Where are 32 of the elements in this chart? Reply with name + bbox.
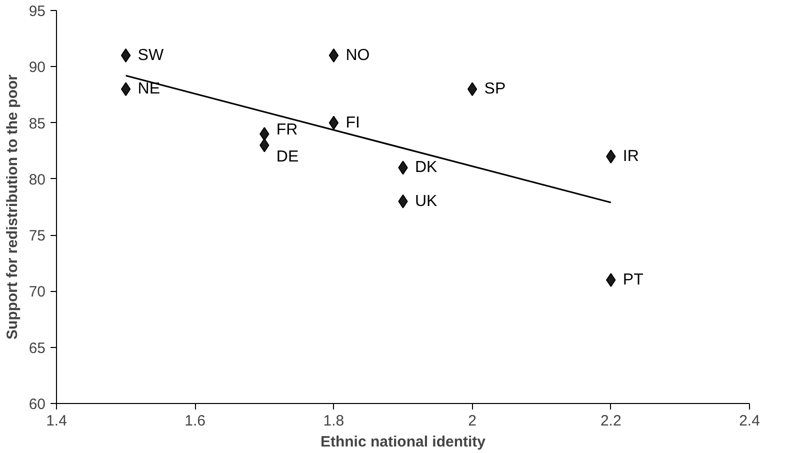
- point: [120, 82, 131, 96]
- annotation: NE: [138, 80, 160, 98]
- annotation: FI: [346, 114, 360, 132]
- annotation: NO: [346, 46, 370, 64]
- x-tick-label: 2.4: [739, 412, 760, 430]
- y-tick-label: 85: [28, 115, 46, 132]
- annotation: DK: [415, 159, 438, 176]
- y-tick-label: 90: [28, 59, 46, 76]
- annotation: FR: [276, 122, 298, 139]
- y-axis-title: Support for redistribution to the poor: [4, 74, 21, 340]
- annotation: SW: [138, 46, 164, 64]
- point: [328, 116, 339, 130]
- annotation: DE: [276, 148, 299, 166]
- x-tick-label: 1.8: [323, 412, 344, 430]
- annotation: UK: [415, 192, 438, 210]
- annotation: PT: [622, 271, 644, 288]
- x-tick-label: 1.6: [184, 412, 206, 430]
- y-tick-label: 70: [28, 284, 46, 301]
- x-tick-label: 1.4: [46, 412, 67, 430]
- y-tick-label: 75: [28, 228, 46, 245]
- point: [120, 48, 131, 62]
- y-tick-label: 60: [28, 396, 46, 413]
- point: [328, 48, 339, 62]
- y-tick-label: 65: [28, 340, 46, 357]
- y-tick-label: 95: [28, 3, 46, 20]
- x-tick-label: 2.2: [600, 412, 622, 430]
- y-tick-label: 80: [28, 171, 46, 188]
- x-axis-title: Ethnic national identity: [320, 434, 486, 450]
- annotation: IR: [622, 148, 639, 165]
- annotation: SP: [484, 80, 506, 98]
- point: [467, 82, 478, 96]
- x-tick-label: 2: [468, 412, 476, 430]
